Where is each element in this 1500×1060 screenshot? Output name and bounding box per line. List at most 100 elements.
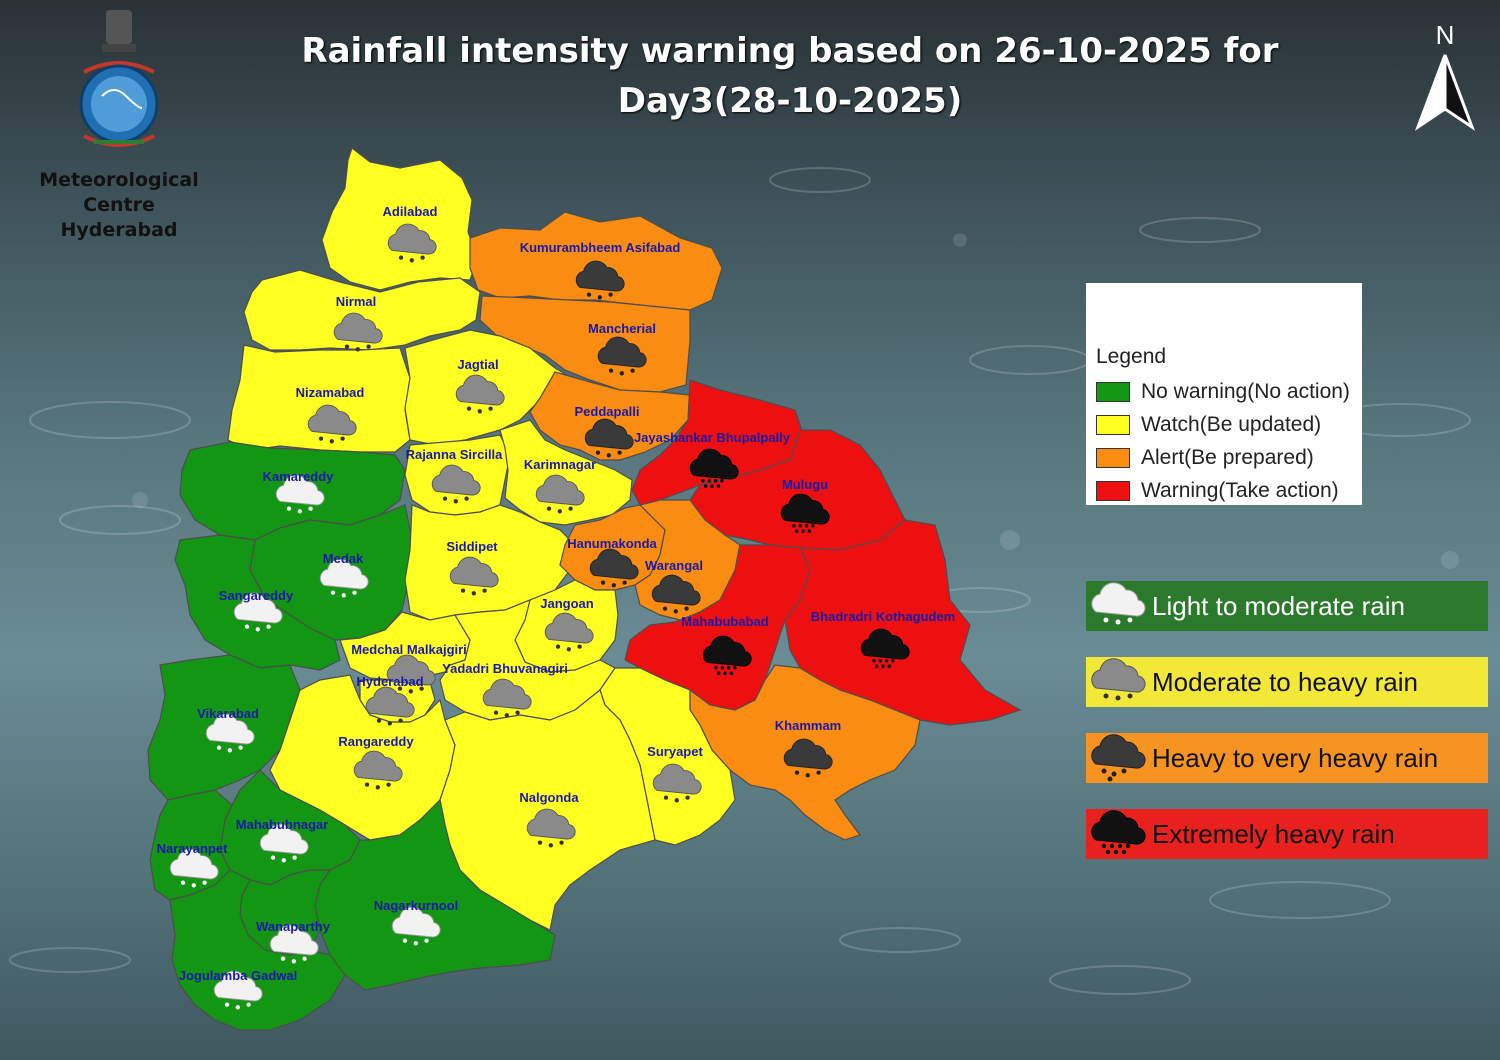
district-nizamabad <box>227 344 411 453</box>
extreme-rain-cloud-icon <box>780 493 830 533</box>
district-label-medchal-malkajgiri: Medchal Malkajgiri <box>351 642 467 657</box>
district-peddapalli <box>529 371 691 461</box>
moderate-rain-cloud-icon <box>431 464 481 504</box>
rain-category-extreme: Extremely heavy rain <box>1086 809 1488 859</box>
legend-title: Legend <box>1096 345 1167 368</box>
moderate-rain-cloud-icon <box>353 750 403 790</box>
extreme-rain-cloud-icon <box>1091 810 1146 855</box>
north-label: N <box>1435 20 1455 50</box>
moderate-rain-cloud-icon <box>333 312 383 352</box>
district-label-hanumakonda: Hanumakonda <box>567 536 657 551</box>
light-rain-cloud-icon <box>213 970 263 1010</box>
district-adilabad <box>321 147 479 291</box>
legend-item-alert: Alert(Be prepared) <box>1096 441 1362 474</box>
moderate-rain-cloud-icon <box>544 612 594 652</box>
map-title: Rainfall intensity warning based on 26-1… <box>301 31 1279 121</box>
district-label-kamareddy: Kamareddy <box>263 469 335 484</box>
light-rain-cloud-icon <box>269 924 319 964</box>
organization-name: Meteorological Centre Hyderabad <box>4 168 234 243</box>
district-label-warangal: Warangal <box>645 558 703 573</box>
legend-label: Watch(Be updated) <box>1141 412 1322 436</box>
moderate-rain-cloud-icon <box>1091 658 1146 701</box>
district-label-khammam: Khammam <box>775 718 841 733</box>
heavy-rain-cloud-icon <box>575 260 625 300</box>
moderate-rain-cloud-icon <box>455 374 505 414</box>
rain-category-label: Light to moderate rain <box>1152 590 1405 621</box>
light-rain-cloud-icon <box>1091 582 1146 625</box>
district-label-nagarkurnool: Nagarkurnool <box>374 898 459 913</box>
district-jogulamba-gadwal <box>169 869 346 1031</box>
north-arrow: N <box>1410 20 1480 136</box>
legend-label: No warning(No action) <box>1141 379 1350 403</box>
legend-swatch-orange <box>1096 447 1130 468</box>
heavy-rain-cloud-icon <box>584 418 634 458</box>
district-label-yadadri-bhuvanagiri: Yadadri Bhuvanagiri <box>442 661 568 676</box>
organization-block: Meteorological Centre Hyderabad <box>4 0 234 243</box>
extreme-rain-cloud-icon <box>689 448 739 488</box>
organization-name-line1: Meteorological Centre <box>39 169 199 216</box>
extreme-rain-cloud-icon <box>860 628 910 668</box>
district-label-nizamabad: Nizamabad <box>296 385 365 400</box>
district-label-narayanpet: Narayanpet <box>157 841 228 856</box>
district-nirmal <box>243 269 481 351</box>
heavy-rain-cloud-icon <box>597 336 647 376</box>
imd-emblem-icon <box>79 10 159 147</box>
district-label-rajanna-sircilla: Rajanna Sircilla <box>406 447 504 462</box>
heavy-rain-cloud-icon <box>1091 734 1146 782</box>
north-arrow-icon <box>1414 54 1476 131</box>
district-label-rangareddy: Rangareddy <box>338 734 414 749</box>
district-label-hyderabad: Hyderabad <box>356 674 423 689</box>
organization-name-line2: Hyderabad <box>60 219 178 241</box>
heavy-rain-cloud-icon <box>651 574 701 614</box>
district-label-mahabubnagar: Mahabubnagar <box>236 817 328 832</box>
district-label-nalgonda: Nalgonda <box>519 790 579 805</box>
light-rain-cloud-icon <box>169 848 219 888</box>
district-label-kumurambheem-asifabad: Kumurambheem Asifabad <box>520 240 681 255</box>
rain-category-label: Moderate to heavy rain <box>1152 666 1418 697</box>
rain-category-moderate: Moderate to heavy rain <box>1086 657 1488 707</box>
district-label-sangareddy: Sangareddy <box>219 588 294 603</box>
light-rain-cloud-icon <box>319 558 369 598</box>
moderate-rain-cloud-icon <box>482 678 532 718</box>
moderate-rain-cloud-icon <box>386 654 436 694</box>
rain-category-light: Light to moderate rain <box>1086 581 1488 631</box>
district-label-medak: Medak <box>323 551 364 566</box>
legend-label: Alert(Be prepared) <box>1141 445 1314 469</box>
district-label-wanaparthy: Wanaparthy <box>256 919 331 934</box>
rain-category-heavy: Heavy to very heavy rain <box>1086 733 1488 783</box>
legend-item-no-warning: No warning(No action) <box>1096 375 1362 408</box>
moderate-rain-cloud-icon <box>307 404 357 444</box>
district-label-mulugu: Mulugu <box>782 477 828 492</box>
district-label-mancherial: Mancherial <box>588 321 656 336</box>
moderate-rain-cloud-icon <box>535 474 585 514</box>
district-label-peddapalli: Peddapalli <box>574 404 639 419</box>
light-rain-cloud-icon <box>275 474 325 514</box>
heavy-rain-cloud-icon <box>783 738 833 778</box>
light-rain-cloud-icon <box>391 906 441 946</box>
district-siddipet <box>404 504 576 621</box>
legend-box: Legend No warning(No action) Watch(Be up… <box>1086 283 1362 505</box>
district-bhadradri-kothagudem <box>784 519 1022 726</box>
district-label-bhadradri-kothagudem: Bhadradri Kothagudem <box>811 609 955 624</box>
moderate-rain-cloud-icon <box>526 808 576 848</box>
district-label-suryapet: Suryapet <box>647 744 703 759</box>
legend-swatch-green <box>1096 381 1130 402</box>
district-label-adilabad: Adilabad <box>383 204 438 219</box>
moderate-rain-cloud-icon <box>652 763 702 803</box>
light-rain-cloud-icon <box>233 592 283 632</box>
district-label-nirmal: Nirmal <box>336 294 376 309</box>
moderate-rain-cloud-icon <box>365 686 415 726</box>
legend-swatch-red <box>1096 480 1130 501</box>
legend-item-watch: Watch(Be updated) <box>1096 408 1362 441</box>
district-label-jayashankar-bhupalpally: Jayashankar Bhupalpally <box>634 430 791 445</box>
moderate-rain-cloud-icon <box>449 556 499 596</box>
light-rain-cloud-icon <box>259 823 309 863</box>
district-label-jagtial: Jagtial <box>457 357 498 372</box>
rain-category-label: Extremely heavy rain <box>1152 818 1395 849</box>
district-label-mahabubabad: Mahabubabad <box>681 614 768 629</box>
district-label-vikarabad: Vikarabad <box>197 706 259 721</box>
heavy-rain-cloud-icon <box>589 548 639 588</box>
rain-category-label: Heavy to very heavy rain <box>1152 742 1439 773</box>
moderate-rain-cloud-icon <box>387 223 437 263</box>
